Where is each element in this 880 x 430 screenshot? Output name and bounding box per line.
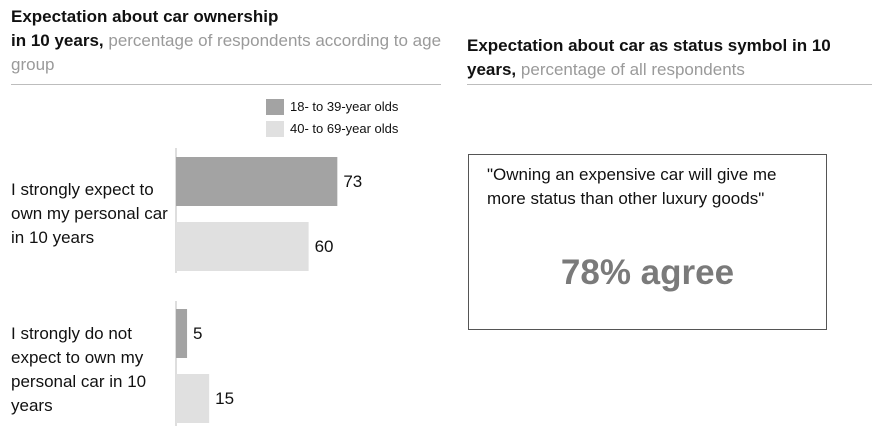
category-label-not-expect: I strongly do not expect to own my perso… [11, 324, 147, 415]
bar-cat1-series1 [176, 157, 338, 206]
left-title-bold-line2: in 10 years, [11, 31, 104, 50]
status-quote-text: "Owning an expensive car will give me mo… [487, 165, 777, 208]
right-panel-title: Expectation about car as status symbol i… [467, 34, 877, 82]
left-title-divider [11, 84, 441, 85]
right-title-divider [467, 84, 872, 85]
bar-value-cat1-series2: 60 [314, 236, 334, 256]
legend-label-series-1: 18- to 39-year olds [290, 99, 399, 114]
status-quote-box: "Owning an expensive car will give me mo… [468, 154, 827, 330]
right-title-subtitle: percentage of all respondents [520, 60, 745, 79]
category-label-expect: I strongly expect to own my personal car… [11, 180, 168, 247]
left-chart-title: Expectation about car ownership in 10 ye… [11, 5, 451, 77]
bar-value-cat1-series1: 73 [343, 171, 363, 191]
bar-cat2-series2 [176, 374, 210, 423]
left-title-subtitle: percentage of respondents according to a… [11, 31, 442, 74]
right-title-bold: Expectation about car as status symbol i… [467, 36, 831, 79]
bar-value-cat2-series2: 15 [215, 388, 235, 408]
bar-cat2-series1 [176, 309, 188, 358]
legend-swatch-series-1 [266, 99, 284, 115]
bar-cat1-series2 [176, 222, 309, 271]
left-title-bold-line1: Expectation about car ownership [11, 7, 279, 26]
status-agree-stat: 78% agree [560, 253, 735, 292]
bar-value-cat2-series1: 5 [193, 323, 203, 343]
legend-swatch-series-2 [266, 121, 284, 137]
legend-label-series-2: 40- to 69-year olds [290, 121, 399, 136]
